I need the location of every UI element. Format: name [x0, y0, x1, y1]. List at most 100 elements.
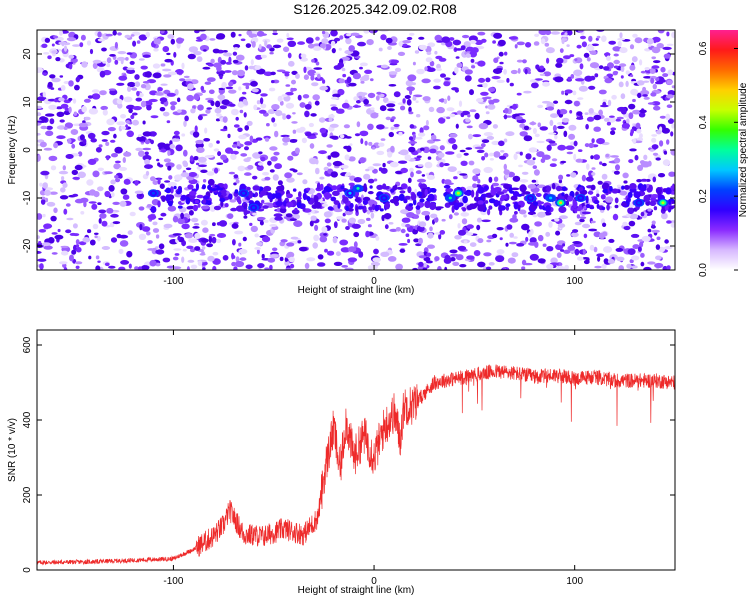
spectrogram-cell — [282, 142, 289, 146]
spectrogram-cell — [64, 107, 70, 112]
spectrogram-cell — [566, 151, 573, 155]
spectrogram-cell — [348, 45, 356, 52]
spectrogram-cell — [458, 100, 463, 107]
spectrogram-cell — [407, 177, 412, 183]
spectrogram-cell — [538, 30, 548, 36]
spectrogram-cell — [277, 180, 283, 186]
spectrogram-cell — [623, 180, 628, 184]
spectrogram-cell — [400, 209, 409, 215]
spectrogram-cell — [253, 104, 258, 111]
spectrogram-cell — [598, 109, 603, 117]
spectrogram-cell — [544, 42, 550, 47]
spectrogram-cell — [162, 46, 170, 53]
spectrogram-cell — [267, 109, 276, 115]
spectrogram-cell — [413, 238, 420, 243]
spectrogram-cell — [136, 40, 141, 44]
spectrogram-cell — [37, 258, 47, 262]
spectrogram-cell — [239, 257, 247, 261]
spectrogram-cell — [88, 201, 97, 204]
spectrogram-cell — [440, 73, 446, 78]
spectrogram-cell — [569, 54, 575, 58]
spectrogram-cell — [102, 60, 107, 64]
spectrogram-cell — [603, 258, 609, 264]
spectrogram-cell — [651, 229, 660, 233]
spectrogram-cell — [330, 151, 340, 158]
spectrogram-cell — [362, 199, 368, 206]
spectrogram-cell — [99, 90, 107, 96]
spectrogram-cell — [449, 249, 458, 254]
spectrogram-cell — [49, 118, 55, 125]
spectrogram-cell — [589, 62, 600, 69]
spectrogram-cell — [649, 67, 656, 74]
spectrogram-cell — [424, 188, 428, 197]
spectrogram-cell — [343, 145, 350, 150]
spectrogram-cell — [286, 37, 294, 41]
spectrogram-cell — [105, 141, 110, 146]
spectrogram-cell — [303, 74, 309, 80]
spectrogram-cell — [289, 139, 298, 143]
spectrogram-cell — [298, 191, 302, 198]
spectrogram-cell — [228, 193, 233, 200]
spectrogram-cell — [500, 194, 508, 200]
spectrogram-cell — [382, 162, 386, 168]
spectrogram-cell — [611, 188, 619, 194]
spectrogram-cell — [367, 265, 374, 270]
spectrogram-cell — [409, 167, 414, 173]
spectrogram-cell — [519, 151, 523, 156]
spectrogram-cell — [629, 44, 635, 50]
spectrogram-cell — [114, 59, 119, 65]
spectrogram-heatmap — [37, 30, 675, 270]
spectrogram-cell — [643, 80, 650, 83]
spectrogram-cell — [270, 71, 276, 76]
spectrogram-cell — [523, 135, 533, 142]
spectrogram-cell — [427, 42, 436, 48]
spectrogram-cell — [117, 51, 127, 55]
spectrogram-cell — [477, 179, 481, 184]
spectrogram-cell — [140, 65, 148, 70]
spectrogram-cell — [561, 34, 568, 38]
spectrogram-cell — [408, 203, 414, 207]
spectrogram-cell — [661, 212, 668, 220]
spectrogram-cell — [244, 146, 249, 151]
spectrogram-cell — [415, 205, 421, 210]
spectrogram-cell — [416, 191, 423, 197]
spectrogram-cell — [423, 262, 427, 268]
spectrogram-cell — [616, 116, 624, 120]
spectrogram-cell — [519, 131, 528, 137]
spectrogram-cell — [225, 61, 232, 65]
spectrogram-cell — [588, 85, 596, 90]
spectrogram-cell — [378, 47, 383, 52]
spectrogram-cell — [460, 112, 465, 118]
spectrogram-cell — [666, 265, 671, 270]
spectrogram-cell — [583, 205, 587, 210]
spectrogram-cell — [128, 263, 132, 269]
colorbar-tick-label: 0.0 — [698, 263, 709, 277]
spectrogram-cell — [613, 53, 619, 57]
spectrogram-cell — [380, 138, 386, 141]
spectrogram-cell — [441, 36, 451, 43]
spectrogram-cell — [271, 80, 275, 84]
spectrogram-cell — [194, 30, 200, 34]
spectrogram-cell — [418, 44, 428, 51]
spectrogram-cell — [44, 37, 51, 43]
spectrogram-cell — [390, 145, 395, 153]
spectrogram-cell — [537, 258, 546, 264]
spectrogram-cell — [412, 228, 419, 235]
spectrogram-cell — [493, 57, 499, 64]
spectrogram-cell — [545, 47, 555, 54]
spectrogram-cell — [438, 233, 442, 240]
spectrogram-cell — [289, 218, 297, 222]
spectrogram-cell — [434, 256, 440, 262]
spectrogram-cell — [327, 250, 335, 256]
spectrogram-cell — [112, 30, 117, 36]
spectrogram-cell — [146, 204, 152, 208]
spectrogram-cell — [138, 34, 148, 41]
spectrogram-cell — [549, 163, 557, 168]
spectrogram-cell — [174, 135, 180, 139]
spectrogram-cell — [116, 82, 125, 86]
spectrogram-cell — [202, 198, 207, 204]
spectrogram-cell — [86, 40, 92, 46]
spectrogram-cell — [483, 166, 493, 174]
spectrogram-cell — [207, 178, 215, 186]
spectrogram-cell — [237, 127, 243, 133]
